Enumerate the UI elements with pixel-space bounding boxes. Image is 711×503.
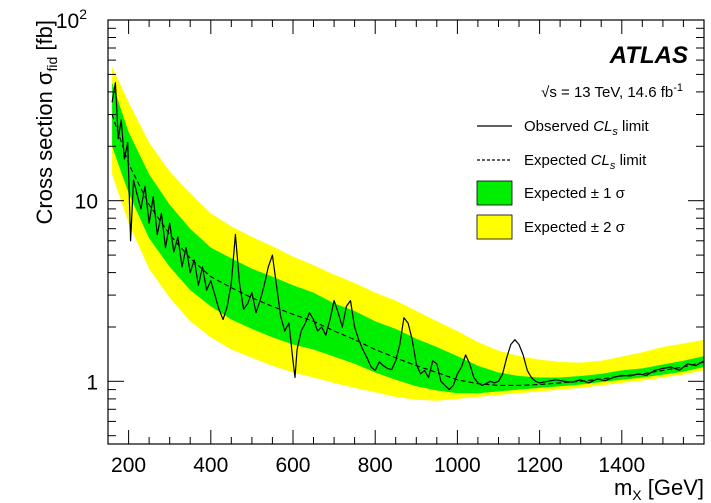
x-tick-label: 800 <box>358 454 393 477</box>
x-axis-title: mX [GeV] <box>614 475 704 503</box>
legend-entry-expected: Expected CLs limit <box>477 152 647 172</box>
legend: Observed CLs limit Expected CLs limit Expe… <box>476 118 650 240</box>
x-tick-label: 200 <box>111 454 146 477</box>
legend-swatch-band1 <box>476 180 513 206</box>
y-tick-label: 10 <box>75 191 98 214</box>
limit-lines <box>111 82 704 391</box>
legend-label: Expected CLs limit <box>524 152 647 172</box>
x-tick-labels: 200 400 600 800 1000 1200 1400 <box>111 454 645 477</box>
x-tick-label: 1000 <box>434 454 481 477</box>
axis-ticks <box>107 19 705 444</box>
legend-entry-band1: Expected ± 1 σ <box>476 180 626 206</box>
experiment-label: ATLAS <box>609 42 688 69</box>
legend-swatch-band2 <box>476 214 513 240</box>
y-tick-label: 102 <box>56 6 87 33</box>
x-tick-label: 400 <box>193 454 228 477</box>
x-tick-label: 1400 <box>598 454 645 477</box>
plot-frame <box>107 19 705 445</box>
x-tick-label: 1200 <box>516 454 563 477</box>
legend-label: Observed CLs limit <box>524 118 650 138</box>
expected-limit-line <box>111 114 704 386</box>
energy-lumi-label: √s = 13 TeV, 14.6 fb-1 <box>541 82 683 101</box>
band-1-sigma <box>112 82 704 394</box>
expected-bands <box>112 66 704 401</box>
legend-label: Expected ± 2 σ <box>524 219 626 236</box>
legend-entry-observed: Observed CLs limit <box>477 118 650 138</box>
observed-limit-line <box>111 82 704 391</box>
legend-label: Expected ± 1 σ <box>524 185 626 202</box>
y-axis-title: Cross section σfid [fb] <box>32 20 60 224</box>
legend-entry-band2: Expected ± 2 σ <box>476 214 626 240</box>
y-tick-labels: 1 10 102 <box>56 6 98 394</box>
y-tick-label: 1 <box>86 371 98 394</box>
x-tick-label: 600 <box>275 454 310 477</box>
